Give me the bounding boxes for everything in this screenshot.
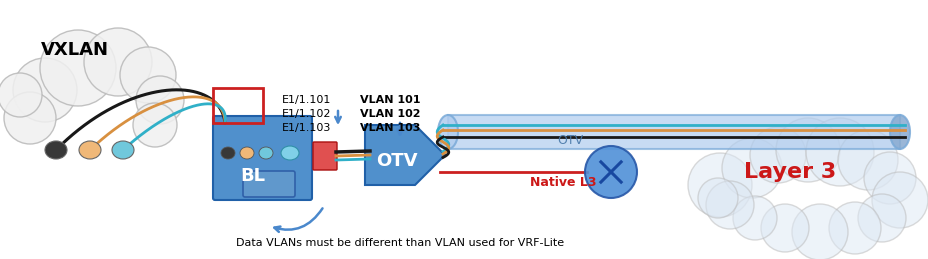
Circle shape <box>13 58 77 122</box>
Text: OTV: OTV <box>376 152 418 170</box>
Ellipse shape <box>112 141 134 159</box>
Text: BL: BL <box>240 167 265 185</box>
Circle shape <box>705 181 754 229</box>
Circle shape <box>4 92 56 144</box>
Circle shape <box>84 28 152 96</box>
Circle shape <box>133 103 177 147</box>
Circle shape <box>871 172 927 228</box>
Ellipse shape <box>259 147 273 159</box>
Text: OTV: OTV <box>557 133 583 147</box>
Ellipse shape <box>45 141 67 159</box>
FancyBboxPatch shape <box>447 115 899 149</box>
FancyBboxPatch shape <box>243 171 295 197</box>
Text: VXLAN: VXLAN <box>41 41 109 59</box>
FancyBboxPatch shape <box>213 116 312 200</box>
Circle shape <box>688 153 751 217</box>
Circle shape <box>732 196 776 240</box>
FancyBboxPatch shape <box>313 142 337 170</box>
Text: Native L3: Native L3 <box>530 176 596 190</box>
Circle shape <box>857 194 905 242</box>
Circle shape <box>120 47 175 103</box>
Circle shape <box>792 204 847 259</box>
Ellipse shape <box>280 146 299 160</box>
Text: E1/1.101: E1/1.101 <box>282 95 331 105</box>
Circle shape <box>0 73 42 117</box>
Text: VLAN 102: VLAN 102 <box>360 109 420 119</box>
Circle shape <box>828 202 880 254</box>
Ellipse shape <box>239 147 253 159</box>
Text: VLAN 103: VLAN 103 <box>360 123 420 133</box>
Ellipse shape <box>889 115 909 149</box>
Ellipse shape <box>585 146 637 198</box>
Circle shape <box>721 138 781 198</box>
Circle shape <box>749 127 806 183</box>
Text: E1/1.103: E1/1.103 <box>282 123 331 133</box>
Text: VLAN 101: VLAN 101 <box>360 95 420 105</box>
Text: Data VLANs must be different than VLAN used for VRF-Lite: Data VLANs must be different than VLAN u… <box>236 238 563 248</box>
Text: E1/1.102: E1/1.102 <box>282 109 331 119</box>
Circle shape <box>40 30 116 106</box>
Circle shape <box>697 178 737 218</box>
Circle shape <box>775 118 839 182</box>
Circle shape <box>837 130 897 190</box>
Circle shape <box>806 118 873 186</box>
Circle shape <box>135 76 184 124</box>
Circle shape <box>760 204 808 252</box>
Circle shape <box>863 152 915 204</box>
Ellipse shape <box>79 141 101 159</box>
Ellipse shape <box>437 115 458 149</box>
Text: Layer 3: Layer 3 <box>743 162 835 182</box>
Ellipse shape <box>221 147 235 159</box>
Polygon shape <box>365 125 445 185</box>
